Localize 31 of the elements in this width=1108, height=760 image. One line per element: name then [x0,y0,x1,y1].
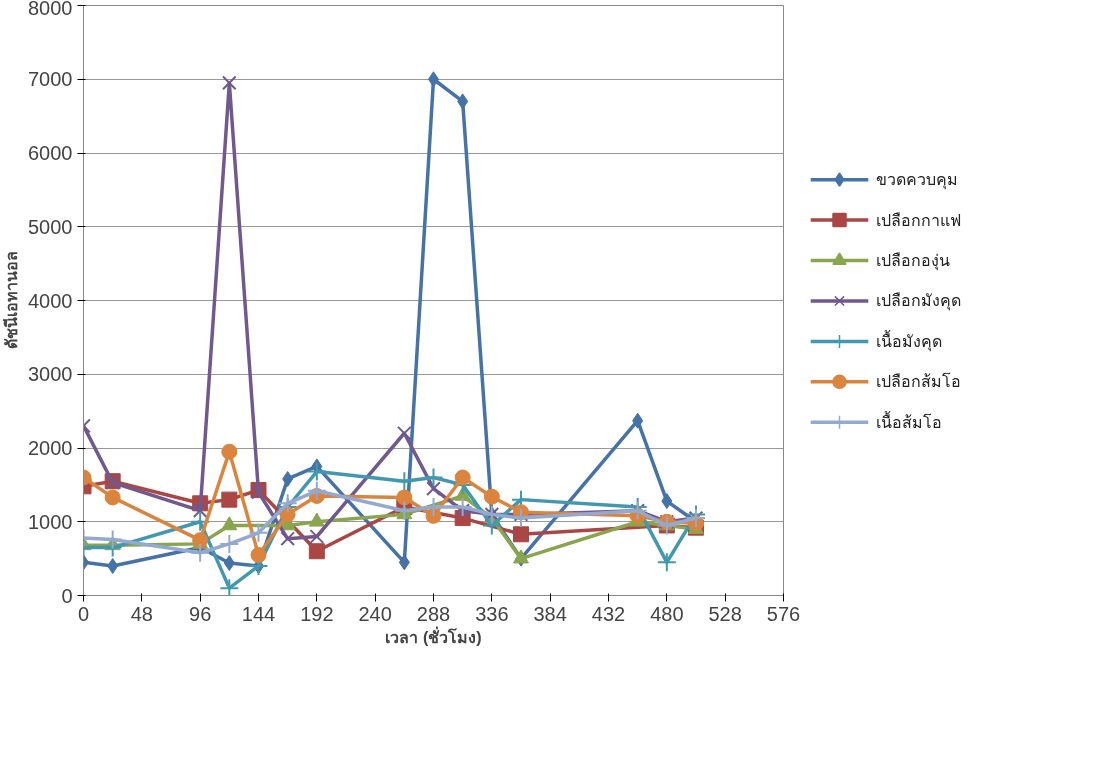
y-tick-label: 6000 [28,142,73,164]
x-tick-label: 48 [130,602,153,625]
y-tick-label: 7000 [28,68,73,91]
y-axis-title: ดัชนีเอทานอล [2,251,21,350]
x-tick-label: 384 [533,602,567,625]
x-tick-label: 480 [650,602,684,625]
x-tick-label: 528 [708,602,742,625]
x-axis-title: เวลา (ชั่วโมง) [385,625,482,646]
legend-label: ขวดควบคุม [875,170,958,191]
x-tick-label: 96 [189,602,212,625]
y-tick-label: 2000 [28,437,73,459]
x-tick-label: 432 [591,602,626,625]
legend-label: เนื้อส้มโอ [875,410,942,432]
x-tick-label: 240 [358,602,392,625]
x-tick-label: 576 [766,602,801,625]
x-tick-label: 0 [77,602,90,625]
y-tick-label: 0 [61,584,73,607]
legend-label: เนื้อมังคุด [875,329,942,352]
legend-label: เปลือกส้มโอ [875,372,961,392]
x-tick-label: 336 [475,602,509,625]
legend-label: เปลือกองุ่น [875,251,950,272]
x-tick-label: 192 [300,602,334,625]
y-tick-label: 4000 [28,289,73,312]
y-tick-label: 5000 [28,215,73,238]
legend-label: เปลือกมังคุด [875,291,961,312]
y-tick-label: 1000 [28,510,73,533]
x-tick-label: 144 [241,602,276,625]
y-tick-label: 3000 [28,363,73,386]
legend-label: เปลือกกาแฟ [875,210,961,230]
y-tick-label: 8000 [28,0,73,19]
x-tick-label: 288 [416,602,451,625]
